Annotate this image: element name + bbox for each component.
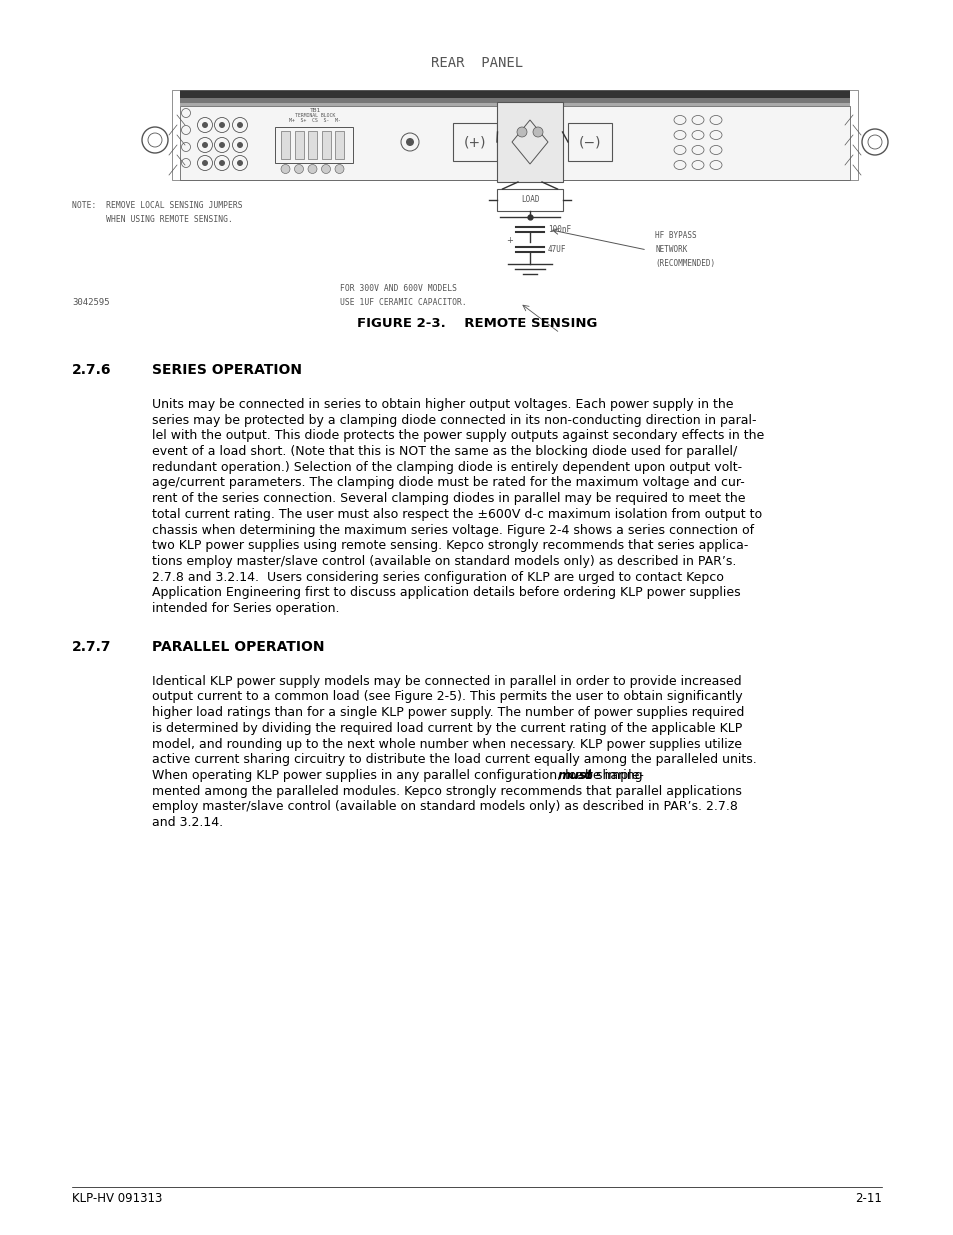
Circle shape <box>533 127 542 137</box>
Bar <box>180 103 849 106</box>
Text: Units may be connected in series to obtain higher output voltages. Each power su: Units may be connected in series to obta… <box>152 398 733 411</box>
Circle shape <box>335 164 344 173</box>
Circle shape <box>236 142 243 148</box>
Text: must: must <box>557 769 593 782</box>
Text: intended for Series operation.: intended for Series operation. <box>152 603 339 615</box>
Text: (+): (+) <box>463 135 486 149</box>
Bar <box>497 103 562 182</box>
Bar <box>453 124 497 161</box>
Circle shape <box>406 138 414 146</box>
Text: 2.7.8 and 3.2.14.  Users considering series configuration of KLP are urged to co: 2.7.8 and 3.2.14. Users considering seri… <box>152 571 723 584</box>
Text: rent of the series connection. Several clamping diodes in parallel may be requir: rent of the series connection. Several c… <box>152 493 744 505</box>
Circle shape <box>202 161 208 165</box>
Text: FOR 300V AND 600V MODELS: FOR 300V AND 600V MODELS <box>339 284 456 293</box>
Circle shape <box>294 164 303 173</box>
Bar <box>308 131 316 159</box>
Text: and 3.2.14.: and 3.2.14. <box>152 816 223 829</box>
Text: 3042595: 3042595 <box>71 298 110 308</box>
Circle shape <box>219 142 225 148</box>
Text: TB1: TB1 <box>309 107 320 112</box>
Text: 2.7.7: 2.7.7 <box>71 640 112 653</box>
Bar <box>335 131 344 159</box>
Text: total current rating. The user must also respect the ±600V d-c maximum isolation: total current rating. The user must also… <box>152 508 761 521</box>
Text: higher load ratings than for a single KLP power supply. The number of power supp: higher load ratings than for a single KL… <box>152 706 743 719</box>
Bar <box>274 127 353 163</box>
Text: event of a load short. (Note that this is NOT the same as the blocking diode use: event of a load short. (Note that this i… <box>152 445 737 458</box>
Circle shape <box>236 161 243 165</box>
Bar <box>172 90 857 180</box>
Circle shape <box>321 164 330 173</box>
Text: 100nF: 100nF <box>547 225 571 233</box>
Text: +: + <box>506 236 513 245</box>
Text: employ master/slave control (available on standard models only) as described in : employ master/slave control (available o… <box>152 800 737 814</box>
Bar <box>180 90 849 98</box>
Text: mented among the paralleled modules. Kepco strongly recommends that parallel app: mented among the paralleled modules. Kep… <box>152 784 741 798</box>
Text: two KLP power supplies using remote sensing. Kepco strongly recommends that seri: two KLP power supplies using remote sens… <box>152 540 747 552</box>
Bar <box>321 131 330 159</box>
Text: USE 1UF CERAMIC CAPACITOR.: USE 1UF CERAMIC CAPACITOR. <box>339 298 466 308</box>
Text: PARALLEL OPERATION: PARALLEL OPERATION <box>152 640 324 653</box>
Bar <box>294 131 303 159</box>
Text: model, and rounding up to the next whole number when necessary. KLP power suppli: model, and rounding up to the next whole… <box>152 737 741 751</box>
Bar <box>180 106 849 180</box>
Text: Identical KLP power supply models may be connected in parallel in order to provi: Identical KLP power supply models may be… <box>152 674 740 688</box>
Text: age/current parameters. The clamping diode must be rated for the maximum voltage: age/current parameters. The clamping dio… <box>152 477 744 489</box>
Text: Application Engineering first to discuss application details before ordering KLP: Application Engineering first to discuss… <box>152 587 740 599</box>
Text: active current sharing circuitry to distribute the load current equally among th: active current sharing circuitry to dist… <box>152 753 756 766</box>
Circle shape <box>308 164 316 173</box>
Text: SERIES OPERATION: SERIES OPERATION <box>152 363 302 377</box>
Text: TERMINAL BLOCK: TERMINAL BLOCK <box>294 112 335 119</box>
Text: be imple-: be imple- <box>580 769 643 782</box>
Text: (−): (−) <box>578 135 600 149</box>
Text: 47UF: 47UF <box>547 245 566 254</box>
Text: WHEN USING REMOTE SENSING.: WHEN USING REMOTE SENSING. <box>71 215 233 224</box>
Bar <box>497 189 562 211</box>
Text: series may be protected by a clamping diode connected in its non-conducting dire: series may be protected by a clamping di… <box>152 414 756 427</box>
Text: FIGURE 2-3.    REMOTE SENSING: FIGURE 2-3. REMOTE SENSING <box>356 317 597 330</box>
Circle shape <box>202 142 208 148</box>
Circle shape <box>281 164 290 173</box>
Bar <box>180 98 849 103</box>
Bar <box>281 131 290 159</box>
Text: REAR  PANEL: REAR PANEL <box>431 56 522 70</box>
Circle shape <box>219 122 225 128</box>
Circle shape <box>202 122 208 128</box>
Text: 2.7.6: 2.7.6 <box>71 363 112 377</box>
Text: When operating KLP power supplies in any parallel configuration, load sharing: When operating KLP power supplies in any… <box>152 769 646 782</box>
Text: lel with the output. This diode protects the power supply outputs against second: lel with the output. This diode protects… <box>152 430 763 442</box>
Text: tions employ master/slave control (available on standard models only) as describ: tions employ master/slave control (avail… <box>152 555 736 568</box>
Text: M+  S+  CS  S-  M-: M+ S+ CS S- M- <box>289 119 340 124</box>
Circle shape <box>236 122 243 128</box>
Text: HF BYPASS: HF BYPASS <box>655 231 696 240</box>
Text: 2-11: 2-11 <box>854 1192 882 1205</box>
Text: chassis when determining the maximum series voltage. Figure 2-4 shows a series c: chassis when determining the maximum ser… <box>152 524 753 536</box>
Text: (RECOMMENDED): (RECOMMENDED) <box>655 259 715 268</box>
Circle shape <box>219 161 225 165</box>
Text: KLP-HV 091313: KLP-HV 091313 <box>71 1192 162 1205</box>
Text: is determined by dividing the required load current by the current rating of the: is determined by dividing the required l… <box>152 722 741 735</box>
Circle shape <box>517 127 526 137</box>
Text: redundant operation.) Selection of the clamping diode is entirely dependent upon: redundant operation.) Selection of the c… <box>152 461 741 474</box>
Text: NETWORK: NETWORK <box>655 245 687 254</box>
Text: LOAD: LOAD <box>520 195 538 205</box>
Text: output current to a common load (see Figure 2-5). This permits the user to obtai: output current to a common load (see Fig… <box>152 690 741 704</box>
Bar <box>567 124 612 161</box>
Text: NOTE:  REMOVE LOCAL SENSING JUMPERS: NOTE: REMOVE LOCAL SENSING JUMPERS <box>71 201 242 210</box>
